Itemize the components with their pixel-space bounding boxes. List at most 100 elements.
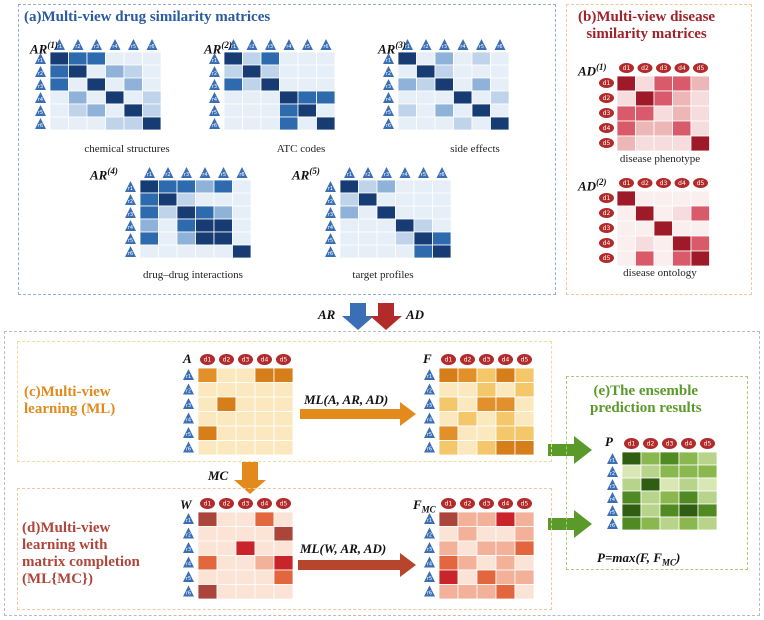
matrix-f-row-icon-text: r5: [427, 432, 432, 438]
ar2-matrix-row-icon: [209, 92, 220, 103]
ar1-matrix-row-icon: [35, 53, 46, 64]
ad2-matrix-row-icon: [599, 223, 614, 233]
matrix-f-row-icon: [424, 398, 435, 409]
ar4-matrix-col-icon: [236, 167, 248, 178]
ar2-matrix-row-icon: [209, 53, 220, 64]
matrix-a-row-icon-text: r6: [186, 447, 191, 453]
ar3-matrix-col-icon-text: r3: [442, 44, 447, 50]
ad2-matrix-col-icon-text: d4: [678, 180, 686, 187]
ad1-label: disease phenotype: [619, 153, 701, 165]
ar4-matrix-row-icon: [125, 220, 136, 231]
panel-b-title: (b)Multi-view disease similarity matrice…: [578, 9, 716, 42]
panel-b-frame: [566, 4, 752, 295]
ar3-matrix-col-icon: [402, 39, 413, 50]
ar3-matrix-col-icon: [420, 39, 432, 50]
matrix-f-col-icon-text: d2: [464, 357, 472, 364]
matrix-w-row-icon: [183, 513, 194, 524]
matrix-a-cell: [273, 440, 294, 456]
ad1-matrix-col-icon: [656, 63, 671, 73]
ar3-matrix-row-icon: [383, 105, 394, 116]
ar3-matrix-row-icon: [383, 53, 394, 64]
matrix-a-row-icon-text: r4: [186, 418, 191, 424]
ar2-matrix-row-icon-text: r2: [212, 71, 217, 77]
ml-arrow-c: [300, 402, 416, 426]
matrix-w-col-icon-text: d1: [204, 501, 212, 508]
matrix-a-col-icon: [238, 354, 253, 365]
matrix-f-row-icon: [424, 412, 435, 424]
ensemble-formula: P=max(F, FMC): [597, 550, 681, 568]
ad1-name: AD(1): [578, 62, 607, 79]
ar2-matrix-row-icon-text: r4: [212, 97, 217, 103]
matrix-fmc-row-icon-text: r5: [427, 576, 432, 582]
ar2-matrix-row-icon: [209, 105, 220, 116]
matrix-a-row-icon-text: r5: [186, 432, 191, 438]
ad2-name: AD(2): [578, 177, 607, 194]
matrix-fmc-row-icon-text: r2: [427, 533, 432, 539]
ar5-matrix-col-icon: [344, 167, 355, 178]
matrix-p-col-icon-text: d2: [647, 441, 655, 448]
ar4-matrix-col-icon-text: r4: [202, 172, 207, 178]
matrix-f-row-icon-text: r1: [427, 374, 432, 380]
panel-d-title: (d)Multi-view learning with matrix compl…: [22, 520, 140, 587]
ad1-matrix-cell: [690, 135, 710, 152]
matrix-w-row-icon-text: r6: [186, 591, 191, 597]
ar2-matrix-col-icon-text: r6: [323, 44, 328, 50]
matrix-a-row-icon: [183, 441, 194, 453]
panel-c-title: (c)Multi-view learning (ML): [24, 384, 116, 417]
ar5-matrix-col-icon-text: r3: [384, 172, 389, 178]
ar2-matrix-col-icon: [302, 39, 313, 50]
ad2-matrix-col-icon: [674, 178, 690, 188]
ar5-matrix-row-icon: [325, 207, 336, 218]
panel-d-frame: [17, 488, 552, 610]
matrix-f-col-icon-text: d3: [483, 357, 491, 364]
ar3-matrix-row-icon-text: r6: [386, 123, 391, 129]
matrix-f-col-icon: [498, 354, 513, 365]
ml-op-d: ML(W, AR, AD): [300, 541, 387, 556]
ar4-matrix-row-icon: [125, 207, 136, 218]
ar5-matrix-row-icon-text: r1: [328, 186, 333, 192]
panel-c-frame: [17, 341, 552, 462]
merge-arrow-red: [370, 303, 402, 330]
matrix-fmc-col-icon-text: d2: [464, 501, 472, 508]
ar5-matrix-row-icon-text: r3: [328, 212, 333, 218]
matrix-w-cell: [273, 584, 294, 600]
ar1-matrix-col-icon-text: r6: [149, 44, 154, 50]
matrix-w-row-icon: [183, 571, 194, 582]
ar2-matrix-col-icon-text: r1: [231, 44, 236, 50]
ar3-matrix-col-icon-text: r5: [479, 44, 484, 50]
ensemble-arrow-bottom: [548, 510, 592, 538]
matrix-fmc-col-icon: [460, 498, 475, 509]
ar3-matrix-col-icon: [494, 39, 506, 50]
ar4-matrix-col-icon-text: r3: [184, 172, 189, 178]
ar4-matrix-row-icon-text: r6: [128, 251, 133, 257]
matrix-fmc-col-icon-text: d3: [483, 501, 491, 508]
ar1-matrix-col-icon-text: r5: [131, 44, 136, 50]
matrix-w-col-icon-text: d5: [280, 501, 288, 508]
matrix-f-row-icon: [424, 427, 435, 438]
ar2-matrix-col-icon: [265, 39, 276, 50]
ar4-matrix-row-icon: [125, 246, 136, 257]
ar5-matrix-row-icon-text: r4: [328, 225, 333, 231]
ar3-matrix-row-icon-text: r4: [386, 97, 391, 103]
ad2-matrix-row-icon: [599, 193, 614, 203]
ad2-matrix-row-icon-text: d5: [603, 255, 611, 262]
ad1-matrix-row-icon-text: d2: [603, 95, 611, 102]
matrix-p-col-icon-text: d4: [685, 441, 693, 448]
matrix-f-row-icon: [424, 383, 435, 395]
ar1-matrix-col-icon: [146, 39, 158, 50]
ad1-matrix-row-icon: [599, 78, 614, 88]
matrix-p-row-icon: [607, 479, 618, 490]
matrix-a-col-icon-text: d4: [261, 357, 269, 364]
ar1-matrix-row-icon: [35, 66, 46, 77]
ar3-matrix-row-icon-text: r3: [386, 84, 391, 90]
matrix-p-col-icon-text: d5: [704, 441, 712, 448]
matrix-w-col-icon-text: d2: [223, 501, 231, 508]
ar1-label: chemical structures: [84, 143, 170, 155]
ar4-matrix-col-icon-text: r6: [239, 172, 244, 178]
matrix-w-row-icon: [183, 585, 194, 597]
matrix-fmc-row-icon: [424, 513, 435, 524]
ad2-matrix-row-icon-text: d4: [603, 240, 611, 247]
ar3-matrix-row-icon-text: r2: [386, 71, 391, 77]
matrix-fmc-col-icon-text: d1: [445, 501, 453, 508]
